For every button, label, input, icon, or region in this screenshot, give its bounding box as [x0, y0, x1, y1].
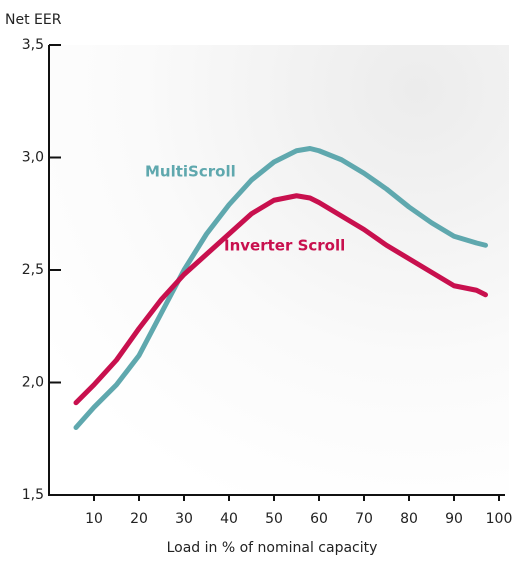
series-label: MultiScroll	[145, 163, 236, 181]
x-tick-label: 20	[130, 511, 148, 527]
x-tick-label: 30	[175, 511, 193, 527]
y-tick-label: 3,5	[22, 37, 44, 53]
x-tick-label: 80	[400, 511, 418, 527]
x-tick-label: 50	[265, 511, 283, 527]
y-tick-label: 2,5	[22, 262, 44, 278]
y-axis-label: Net EER	[5, 12, 62, 28]
x-tick-label: 40	[220, 511, 238, 527]
x-tick-label: 70	[355, 511, 373, 527]
y-tick-label: 2,0	[22, 375, 44, 391]
series-label: Inverter Scroll	[224, 237, 345, 255]
x-tick-label: 60	[310, 511, 328, 527]
y-tick-label: 3,0	[22, 150, 44, 166]
series-line	[73, 146, 488, 430]
x-tick-label: 10	[85, 511, 103, 527]
y-tick-label: 1,5	[22, 487, 44, 503]
x-tick-label: 100	[486, 511, 513, 527]
plot-background	[49, 45, 509, 495]
x-axis-label: Load in % of nominal capacity	[167, 540, 378, 556]
series-line	[73, 193, 488, 406]
x-tick-label: 90	[445, 511, 463, 527]
